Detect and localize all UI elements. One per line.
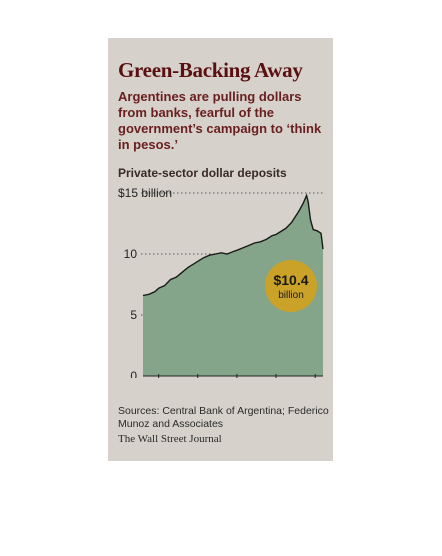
series-label: Private-sector dollar deposits: [118, 166, 287, 180]
y-tick-label: $15 billion: [118, 186, 172, 200]
chart-card: Green-Backing Away Argentines are pullin…: [108, 38, 333, 461]
y-tick-label: 0: [130, 369, 137, 378]
publication-credit: The Wall Street Journal: [118, 433, 222, 445]
callout-value: $10.4: [273, 272, 308, 288]
callout-unit: billion: [278, 290, 304, 301]
deposits-line: [142, 193, 324, 297]
callout-badge: [265, 260, 317, 312]
value-callout: $10.4 billion: [265, 260, 317, 312]
y-tick-label: 5: [130, 308, 137, 322]
source-note: Sources: Central Bank of Argentina; Fede…: [118, 405, 329, 430]
chart-title: Green-Backing Away: [118, 58, 303, 82]
y-tick-label: 10: [124, 247, 138, 261]
deposits-area: [143, 195, 323, 376]
chart-subtitle: Argentines are pulling dollars from bank…: [118, 89, 322, 152]
